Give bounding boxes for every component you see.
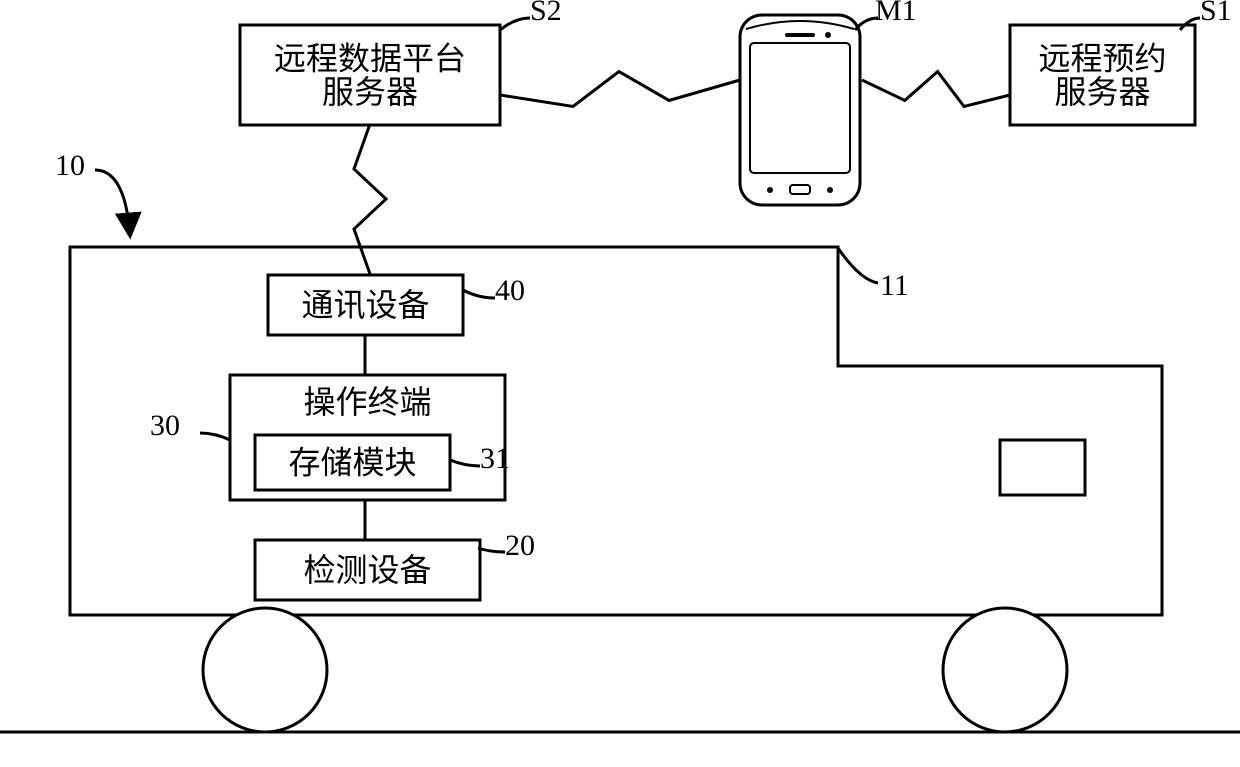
phone-label: M1 — [875, 0, 917, 27]
detection-device-text: 检测设备 — [303, 552, 431, 588]
wheel-0 — [203, 608, 327, 732]
remote-data-server-label: S2 — [530, 0, 562, 27]
storage-module-text: 存储模块 — [288, 445, 416, 481]
label-11: 11 — [880, 269, 909, 302]
comm-device-text: 通讯设备 — [301, 287, 429, 323]
cab-window — [1000, 440, 1085, 495]
operation-terminal-leader — [200, 433, 230, 440]
comm-device-leader — [463, 290, 495, 298]
wireless-link-2 — [354, 124, 386, 274]
wireless-link-0 — [500, 72, 740, 107]
operation-terminal-title: 操作终端 — [303, 384, 431, 420]
label-10-arrow — [95, 170, 130, 235]
remote-reservation-server-label: S1 — [1200, 0, 1232, 27]
phone-icon — [740, 15, 860, 205]
remote-reservation-server-line0: 远程预约 — [1038, 41, 1166, 77]
label-10: 10 — [55, 149, 85, 182]
label-11-leader — [838, 248, 878, 283]
remote-data-server-leader — [500, 18, 530, 30]
detection-device-leader — [478, 548, 505, 552]
operation-terminal-label: 30 — [150, 409, 180, 442]
comm-device-label: 40 — [495, 274, 525, 307]
detection-device-label: 20 — [505, 529, 535, 562]
remote-data-server-line1: 服务器 — [322, 74, 418, 110]
remote-data-server-line0: 远程数据平台 — [274, 41, 466, 77]
wheel-1 — [943, 608, 1067, 732]
wireless-link-1 — [862, 72, 1010, 107]
storage-module-label: 31 — [480, 442, 510, 475]
remote-reservation-server-line1: 服务器 — [1054, 74, 1150, 110]
